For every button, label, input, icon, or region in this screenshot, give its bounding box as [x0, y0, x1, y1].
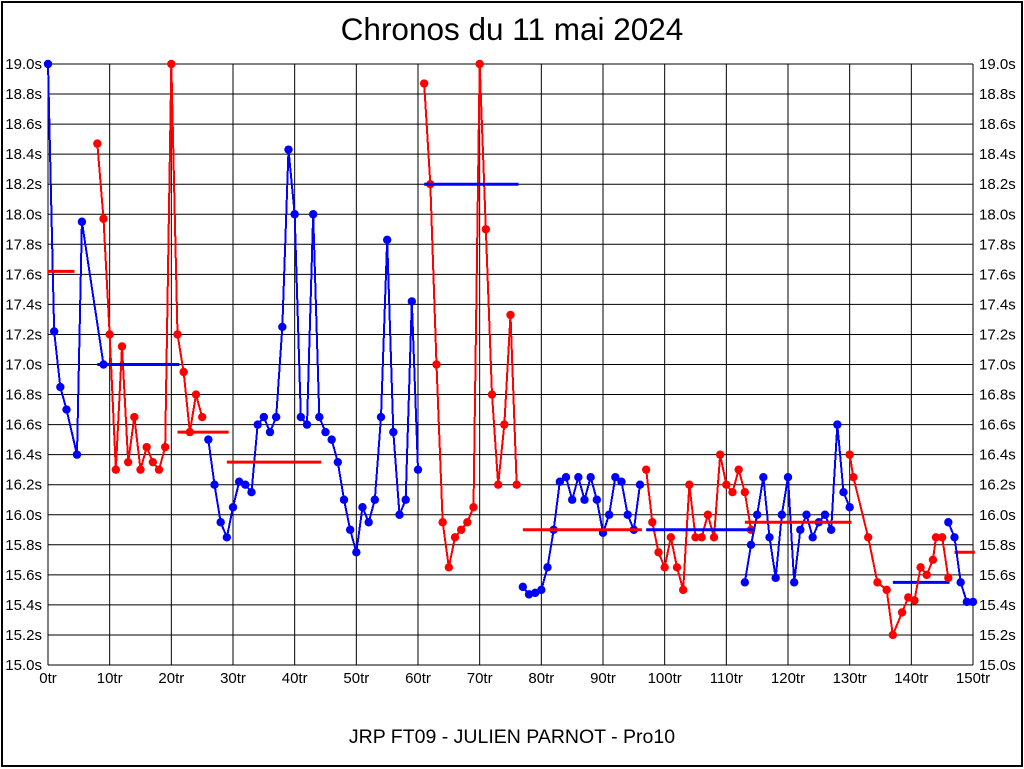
svg-text:17.6s: 17.6s — [979, 266, 1016, 283]
svg-text:100tr: 100tr — [648, 670, 682, 687]
svg-text:16.2s: 16.2s — [979, 477, 1016, 494]
svg-text:16.6s: 16.6s — [979, 417, 1016, 434]
svg-text:60tr: 60tr — [405, 670, 431, 687]
svg-text:18.0s: 18.0s — [979, 206, 1016, 223]
svg-text:18.4s: 18.4s — [979, 146, 1016, 163]
svg-text:16.0s: 16.0s — [979, 507, 1016, 524]
svg-text:30tr: 30tr — [220, 670, 246, 687]
svg-text:17.8s: 17.8s — [979, 236, 1016, 253]
svg-text:18.2s: 18.2s — [5, 176, 42, 193]
svg-text:18.0s: 18.0s — [5, 206, 42, 223]
svg-text:110tr: 110tr — [710, 670, 743, 687]
svg-text:17.8s: 17.8s — [5, 236, 42, 253]
svg-text:19.0s: 19.0s — [979, 56, 1016, 73]
svg-text:17.4s: 17.4s — [5, 296, 42, 313]
svg-text:16.8s: 16.8s — [5, 387, 42, 404]
svg-text:16.4s: 16.4s — [5, 447, 42, 464]
svg-text:10tr: 10tr — [97, 670, 123, 687]
svg-text:15.6s: 15.6s — [979, 567, 1016, 584]
svg-text:70tr: 70tr — [467, 670, 493, 687]
svg-text:18.6s: 18.6s — [5, 116, 42, 133]
svg-text:120tr: 120tr — [771, 670, 805, 687]
svg-text:50tr: 50tr — [343, 670, 369, 687]
svg-text:15.2s: 15.2s — [979, 627, 1016, 644]
svg-text:40tr: 40tr — [282, 670, 308, 687]
svg-text:18.2s: 18.2s — [979, 176, 1016, 193]
svg-text:80tr: 80tr — [528, 670, 554, 687]
svg-text:16.4s: 16.4s — [979, 447, 1016, 464]
svg-text:15.8s: 15.8s — [5, 537, 42, 554]
svg-text:18.6s: 18.6s — [979, 116, 1016, 133]
svg-text:0tr: 0tr — [39, 670, 57, 687]
svg-text:17.0s: 17.0s — [5, 357, 42, 374]
svg-text:17.2s: 17.2s — [979, 326, 1016, 343]
svg-text:15.4s: 15.4s — [979, 597, 1016, 614]
svg-text:16.0s: 16.0s — [5, 507, 42, 524]
svg-text:18.8s: 18.8s — [5, 86, 42, 103]
svg-text:90tr: 90tr — [590, 670, 616, 687]
svg-text:15.4s: 15.4s — [5, 597, 42, 614]
svg-text:150tr: 150tr — [956, 670, 990, 687]
svg-text:17.0s: 17.0s — [979, 357, 1016, 374]
svg-text:18.4s: 18.4s — [5, 146, 42, 163]
svg-text:20tr: 20tr — [158, 670, 184, 687]
svg-text:15.0s: 15.0s — [5, 657, 42, 674]
svg-text:19.0s: 19.0s — [5, 56, 42, 73]
svg-text:17.4s: 17.4s — [979, 296, 1016, 313]
svg-text:18.8s: 18.8s — [979, 86, 1016, 103]
svg-text:17.2s: 17.2s — [5, 326, 42, 343]
svg-text:17.6s: 17.6s — [5, 266, 42, 283]
svg-text:16.8s: 16.8s — [979, 387, 1016, 404]
svg-text:16.2s: 16.2s — [5, 477, 42, 494]
svg-text:140tr: 140tr — [894, 670, 928, 687]
svg-text:130tr: 130tr — [833, 670, 867, 687]
svg-text:15.6s: 15.6s — [5, 567, 42, 584]
svg-text:15.8s: 15.8s — [979, 537, 1016, 554]
svg-text:16.6s: 16.6s — [5, 417, 42, 434]
svg-text:15.2s: 15.2s — [5, 627, 42, 644]
